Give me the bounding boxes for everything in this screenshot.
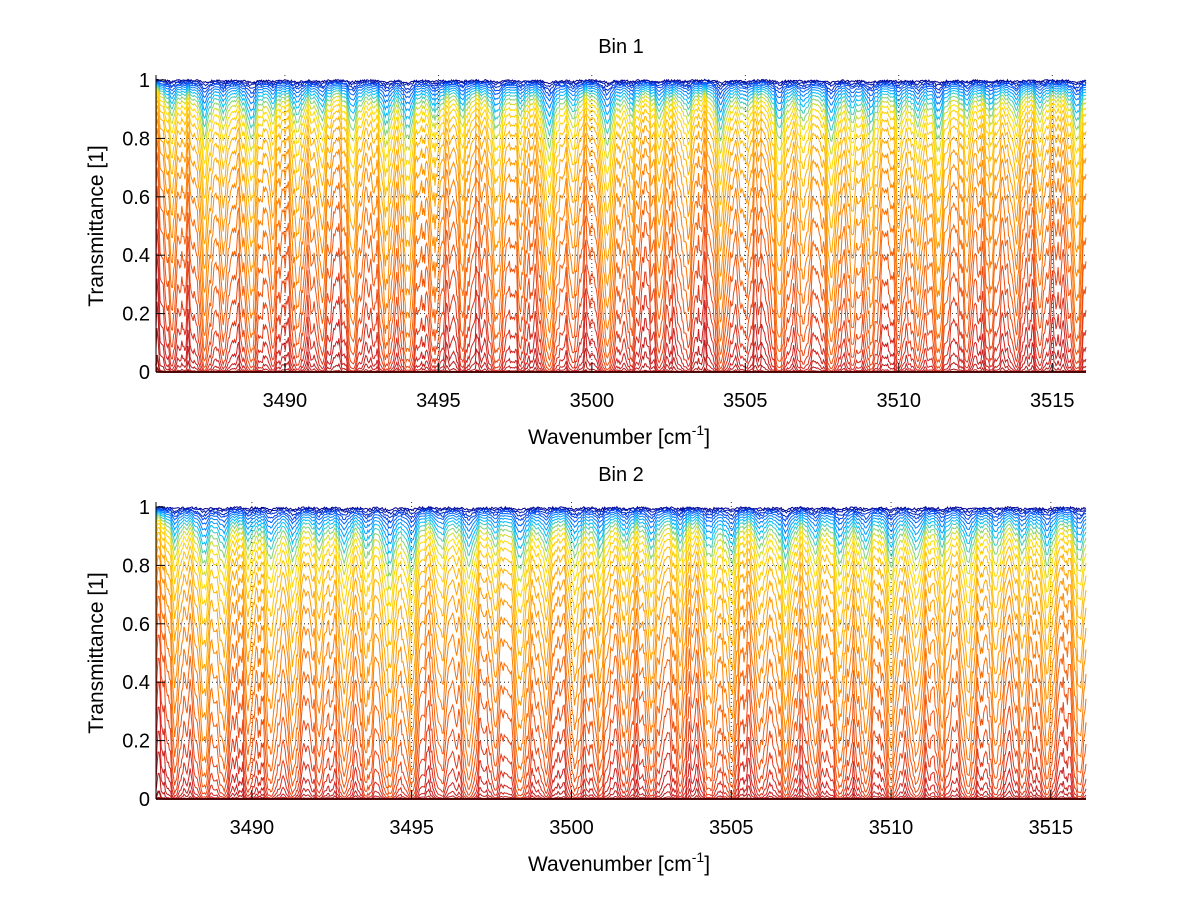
spectrum-curve xyxy=(155,139,1087,352)
subplot-title: Bin 2 xyxy=(598,464,644,486)
spectrum-curve xyxy=(155,507,1087,525)
spectrum-curve xyxy=(155,83,1087,128)
spectrum-curve xyxy=(155,706,1087,800)
spectrum-curve xyxy=(155,512,1087,555)
spectrum-curve xyxy=(155,128,1087,334)
x-tick-label: 3505 xyxy=(709,817,754,839)
spectrum-curve xyxy=(155,730,1087,800)
subplot-bin-2: Bin 2 0 0.2 0.4 0.6 0.8 1 3490 3495 3500 3505 351… xyxy=(85,464,1087,876)
x-tick-label: 3490 xyxy=(230,817,275,839)
spectrum-curve xyxy=(155,538,1087,694)
spectrum-curve xyxy=(155,510,1087,545)
spectrum-curve xyxy=(155,84,1087,138)
x-axis-label: Wavenumber [cm-1] xyxy=(528,422,710,449)
spectrum-curve xyxy=(155,555,1087,741)
spectrum-curve xyxy=(155,99,1087,241)
spectrum-curve xyxy=(155,167,1087,368)
spectrum-curve xyxy=(155,228,1087,373)
x-tick-label: 3515 xyxy=(1030,390,1075,412)
spectrum-curve xyxy=(155,509,1087,537)
y-tick-label: 0 xyxy=(139,362,150,384)
y-tick-labels: 0 0.2 0.4 0.6 0.8 1 xyxy=(122,497,150,811)
spectrum-curve xyxy=(155,595,1087,789)
spectrum-curve xyxy=(155,206,1087,373)
spectrum-curve xyxy=(155,566,1087,763)
spectrum-curve xyxy=(155,515,1087,578)
x-tick-label: 3510 xyxy=(877,390,922,412)
x-axis-label: Wavenumber [cm-1] xyxy=(528,849,710,876)
spectrum-curve xyxy=(155,613,1087,795)
y-axis-label: Transmittance [1] xyxy=(85,145,108,306)
x-tick-label: 3515 xyxy=(1029,817,1074,839)
spectrum-curve xyxy=(155,80,1087,97)
spectrum-curve xyxy=(155,82,1087,110)
spectrum-curve xyxy=(155,185,1087,371)
spectrum-curve xyxy=(155,522,1087,626)
spectrum-curve xyxy=(155,634,1087,798)
x-tick-label: 3500 xyxy=(570,390,615,412)
spectrum-curve xyxy=(155,657,1087,800)
x-tick-label: 3505 xyxy=(723,390,768,412)
spectrum-curve xyxy=(155,152,1087,362)
spectrum-curve xyxy=(155,87,1087,162)
y-tick-label: 0.6 xyxy=(122,187,150,209)
y-tick-label: 0.4 xyxy=(122,245,150,267)
spectrum-curve xyxy=(155,253,1087,373)
subplot-bin-1: Bin 1 0 0.2 0.4 0.6 0.8 1 3490 3495 3500 3505 351… xyxy=(85,36,1087,449)
y-tick-label: 0.6 xyxy=(122,614,150,636)
spectrum-curve xyxy=(155,91,1087,196)
y-tick-label: 0.2 xyxy=(122,304,150,326)
x-axis-label-superscript: -1 xyxy=(692,849,705,865)
x-tick-label: 3495 xyxy=(416,390,461,412)
y-tick-label: 1 xyxy=(139,497,150,519)
spectrum-curve xyxy=(155,513,1087,565)
y-tick-label: 0.8 xyxy=(122,555,150,577)
spectrum-curve xyxy=(155,104,1087,266)
spectrum-curve xyxy=(155,89,1087,179)
spectrum-curve xyxy=(155,82,1087,118)
x-axis-label-superscript: -1 xyxy=(692,422,705,438)
x-tick-label: 3495 xyxy=(389,817,434,839)
y-tick-label: 1 xyxy=(139,70,150,92)
spectrum-curve xyxy=(155,111,1087,291)
spectrum-curve xyxy=(155,681,1087,800)
y-tick-label: 0 xyxy=(139,789,150,811)
axes-frame xyxy=(155,502,1086,800)
spectrum-curve xyxy=(155,79,1087,93)
spectrum-curve xyxy=(155,580,1087,778)
spectrum-curve xyxy=(155,118,1087,313)
spectrum-curve xyxy=(155,85,1087,150)
spectrum-curve xyxy=(155,519,1087,608)
spectrum-curve xyxy=(155,94,1087,218)
spectrum-curve xyxy=(155,546,1087,719)
spectrum-curve xyxy=(155,81,1087,102)
spectrum-curve xyxy=(155,509,1087,529)
x-axis-label-text: Wavenumber [cm xyxy=(528,853,692,876)
spectrum-curve xyxy=(155,506,1087,515)
x-tick-label: 3490 xyxy=(263,390,308,412)
axes-frame xyxy=(155,75,1086,373)
subplot-title: Bin 1 xyxy=(598,36,644,58)
spectrum-curve xyxy=(155,517,1087,591)
x-axis-label-text: Wavenumber [cm xyxy=(528,426,692,449)
x-tick-labels: 3490 3495 3500 3505 3510 3515 xyxy=(230,817,1073,839)
x-tick-label: 3510 xyxy=(869,817,914,839)
y-tick-label: 0.8 xyxy=(122,128,150,150)
x-tick-label: 3500 xyxy=(549,817,594,839)
spectrum-curve xyxy=(155,527,1087,646)
y-tick-labels: 0 0.2 0.4 0.6 0.8 1 xyxy=(122,70,150,384)
x-tick-labels: 3490 3495 3500 3505 3510 3515 xyxy=(263,390,1075,412)
spectrum-curve xyxy=(155,532,1087,669)
x-axis-label-suffix: ] xyxy=(704,853,710,876)
spectrum-curve xyxy=(155,278,1087,373)
y-tick-label: 0.2 xyxy=(122,731,150,753)
y-axis-label: Transmittance [1] xyxy=(85,572,108,733)
x-axis-label-suffix: ] xyxy=(704,426,710,449)
y-tick-label: 0.4 xyxy=(122,672,150,694)
